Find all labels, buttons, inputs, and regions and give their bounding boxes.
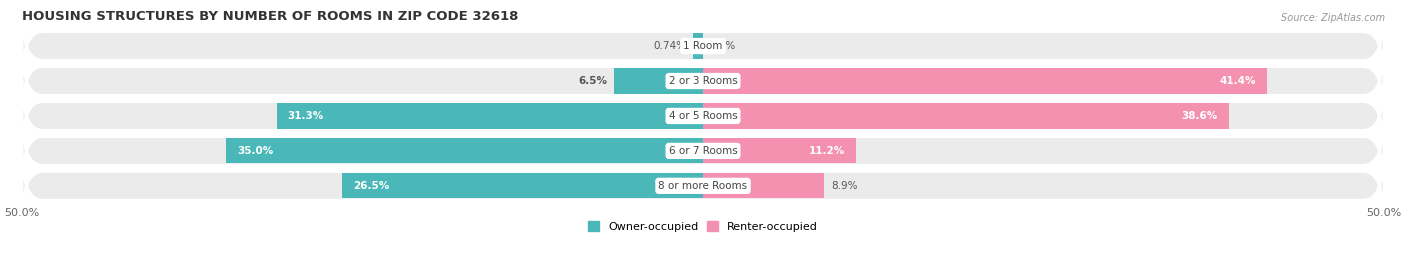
FancyBboxPatch shape [21, 43, 1385, 119]
Text: 35.0%: 35.0% [238, 146, 273, 156]
Text: Source: ZipAtlas.com: Source: ZipAtlas.com [1281, 13, 1385, 23]
Text: 0.0%: 0.0% [710, 41, 737, 51]
Bar [703, 173, 824, 199]
Bar [703, 68, 1267, 94]
Text: 6 or 7 Rooms: 6 or 7 Rooms [669, 146, 737, 156]
Text: 8.9%: 8.9% [831, 181, 858, 191]
Text: 31.3%: 31.3% [287, 111, 323, 121]
Bar [614, 68, 703, 94]
Bar [703, 138, 856, 164]
Text: 6.5%: 6.5% [579, 76, 607, 86]
Text: HOUSING STRUCTURES BY NUMBER OF ROOMS IN ZIP CODE 32618: HOUSING STRUCTURES BY NUMBER OF ROOMS IN… [21, 10, 519, 23]
Legend: Owner-occupied, Renter-occupied: Owner-occupied, Renter-occupied [583, 217, 823, 236]
Text: 8 or more Rooms: 8 or more Rooms [658, 181, 748, 191]
Bar [703, 103, 1229, 129]
Text: 11.2%: 11.2% [808, 146, 845, 156]
Bar [226, 138, 703, 164]
Text: 0.74%: 0.74% [654, 41, 686, 51]
Bar [693, 34, 703, 59]
Text: 26.5%: 26.5% [353, 181, 389, 191]
Text: 1 Room: 1 Room [683, 41, 723, 51]
Text: 41.4%: 41.4% [1219, 76, 1256, 86]
Text: 2 or 3 Rooms: 2 or 3 Rooms [669, 76, 737, 86]
FancyBboxPatch shape [21, 113, 1385, 189]
Text: 4 or 5 Rooms: 4 or 5 Rooms [669, 111, 737, 121]
FancyBboxPatch shape [21, 8, 1385, 84]
FancyBboxPatch shape [21, 148, 1385, 224]
Bar [342, 173, 703, 199]
FancyBboxPatch shape [21, 78, 1385, 154]
Bar [277, 103, 703, 129]
Text: 38.6%: 38.6% [1182, 111, 1218, 121]
